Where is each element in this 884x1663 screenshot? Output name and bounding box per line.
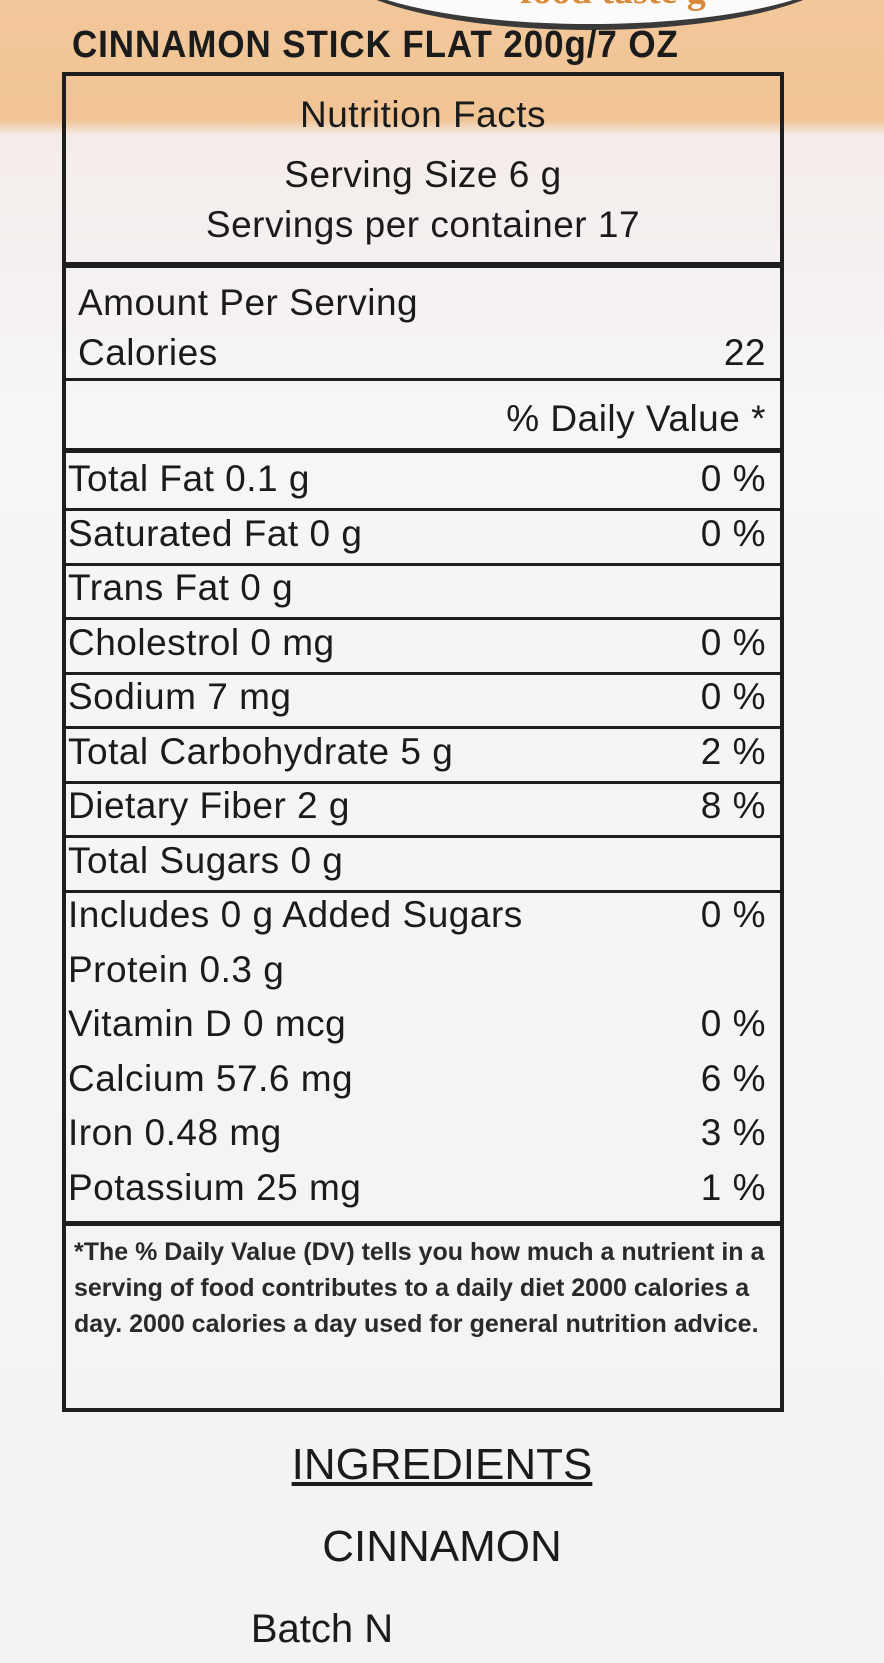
nutrient-name: Dietary Fiber 2 g <box>68 785 350 826</box>
nutrition-facts-panel: Nutrition Facts Serving Size 6 g Serving… <box>62 72 784 1412</box>
ingredients-list: CINNAMON <box>322 1522 562 1571</box>
divider <box>66 1221 780 1226</box>
nutrient-dv: 0 % <box>700 894 766 935</box>
footnote: *The % Daily Value (DV) tells you how mu… <box>74 1238 765 1338</box>
product-name: CINNAMON STICK FLAT 200g/7 OZ <box>72 24 679 66</box>
nutrient-name: Calcium 57.6 mg <box>68 1057 354 1099</box>
row-divider <box>66 617 780 620</box>
nutrient-name: Saturated Fat 0 g <box>68 512 363 554</box>
dv-header: % Daily Value * <box>506 398 766 439</box>
nutrient-dv: 2 % <box>700 730 766 772</box>
row-divider <box>66 780 780 784</box>
nutrient-dv: 8 % <box>700 785 766 826</box>
nutrient-name: Total Fat 0.1 g <box>68 458 310 499</box>
nutrient-dv: 0 % <box>700 1003 766 1044</box>
divider <box>66 262 780 268</box>
row-divider <box>66 835 780 838</box>
nutrient-name: Protein 0.3 g <box>68 948 285 990</box>
batch-number: Batch N <box>250 1607 394 1651</box>
amount-per-serving: Amount Per Serving <box>78 282 419 323</box>
nutrient-name: Trans Fat 0 g <box>68 567 294 608</box>
nutrient-dv: 3 % <box>700 1112 766 1153</box>
nutrient-name: Iron 0.48 mg <box>68 1112 282 1153</box>
nutrient-name: Vitamin D 0 mcg <box>68 1003 347 1044</box>
nutrient-name: Total Carbohydrate 5 g <box>68 730 454 772</box>
row-divider <box>66 671 780 675</box>
ingredients-heading: INGREDIENTS <box>291 1440 593 1489</box>
divider <box>66 448 780 453</box>
nutrient-dv: 6 % <box>700 1057 766 1099</box>
nutrient-name: Total Sugars 0 g <box>68 839 344 881</box>
serving-size: Serving Size 6 g <box>284 154 562 195</box>
row-divider <box>66 889 780 893</box>
nutrient-name: Sodium 7 mg <box>68 676 292 717</box>
divider <box>66 378 780 381</box>
nutrient-dv: 0 % <box>700 621 766 663</box>
nutrient-dv: 1 % <box>700 1166 766 1208</box>
row-divider <box>66 562 780 566</box>
nutrient-name: Cholestrol 0 mg <box>68 621 335 663</box>
calories-value: 22 <box>723 332 766 373</box>
nutrient-name: Potassium 25 mg <box>68 1166 362 1208</box>
label-title: Nutrition Facts <box>299 94 546 135</box>
nutrient-dv: 0 % <box>700 458 766 499</box>
servings-per-container: Servings per container 17 <box>205 204 641 245</box>
nutrient-name: Includes 0 g Added Sugars <box>68 894 523 935</box>
row-divider <box>66 726 780 729</box>
nutrient-dv: 0 % <box>700 512 766 554</box>
nutrient-dv: 0 % <box>700 676 766 717</box>
calories-label: Calories <box>78 332 218 373</box>
package-tagline: food taste g <box>520 0 706 12</box>
row-divider <box>66 508 780 511</box>
